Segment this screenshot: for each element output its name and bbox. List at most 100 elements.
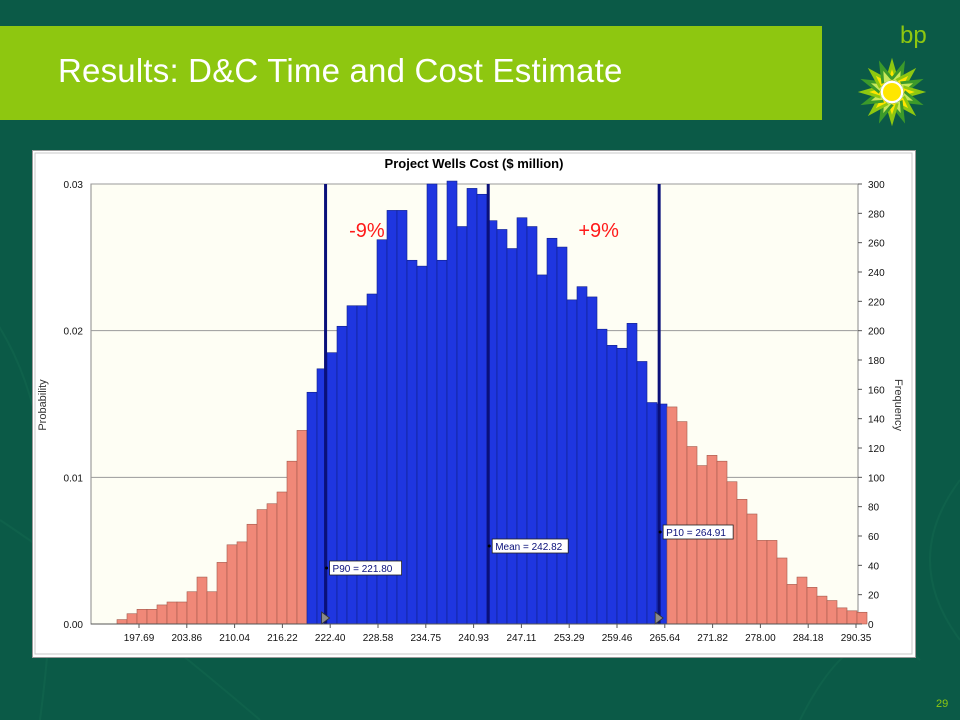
histogram-bar (716, 460, 728, 625)
histogram-bar (836, 607, 848, 625)
histogram-bar (476, 193, 488, 625)
histogram-bar (556, 246, 568, 625)
histogram-bar (546, 237, 558, 625)
histogram-bar (626, 323, 638, 625)
left-tick-label: 0.01 (64, 473, 84, 484)
histogram-bar (806, 587, 818, 625)
histogram-bar (566, 299, 578, 625)
histogram-bar (736, 499, 748, 625)
right-tick-label: 20 (868, 591, 880, 602)
histogram-bar (156, 604, 168, 625)
y-axis-label-frequency: Frequency (892, 379, 904, 431)
marker-label-box (329, 560, 402, 576)
histogram-bar (616, 347, 628, 625)
histogram-bar (796, 576, 808, 625)
histogram-bar (516, 217, 528, 625)
right-tick-label: 60 (868, 532, 880, 543)
histogram-bar (276, 491, 288, 625)
histogram-bar (676, 421, 688, 625)
histogram-bar (536, 274, 548, 625)
histogram-bar (766, 540, 778, 625)
page-number: 29 (936, 698, 949, 710)
x-tick-label: 216.22 (267, 633, 298, 644)
histogram-bar (496, 229, 508, 625)
histogram-bar (816, 595, 828, 625)
right-tick-label: 300 (868, 180, 885, 191)
x-tick-label: 265.64 (650, 633, 681, 644)
marker-label: P90 = 221.80 (333, 564, 393, 575)
histogram-bar (606, 345, 618, 625)
y-axis-label-probability: Probability (37, 379, 49, 431)
marker-label-pointer (325, 566, 329, 570)
histogram-bar (636, 361, 648, 625)
x-tick-label: 203.86 (172, 633, 203, 644)
histogram-bar (266, 503, 278, 625)
x-tick-label: 259.46 (602, 633, 633, 644)
chart-frame: Project Wells Cost ($ million) 0.00 0.01 0… (32, 150, 916, 658)
title-bar (0, 26, 822, 120)
histogram-bar (826, 600, 838, 625)
histogram-bar (246, 523, 258, 625)
left-tick-label: 0.00 (64, 620, 84, 631)
percent-annotation: +9% (578, 220, 619, 242)
x-tick-label: 290.35 (841, 633, 872, 644)
left-tick-label: 0.02 (64, 327, 84, 338)
histogram-bar (416, 265, 428, 625)
marker-label-pointer (658, 530, 662, 534)
histogram-bar (846, 610, 858, 625)
x-tick-label: 197.69 (124, 633, 155, 644)
marker-label: Mean = 242.82 (495, 542, 562, 553)
histogram-bar (186, 591, 198, 625)
x-tick-label: 222.40 (315, 633, 346, 644)
x-tick-label: 253.29 (554, 633, 585, 644)
histogram-bar (126, 613, 138, 625)
histogram-bar (336, 325, 348, 625)
histogram-bar (196, 576, 208, 625)
histogram-bar (436, 259, 448, 625)
histogram-bar (726, 481, 738, 625)
right-tick-label: 140 (868, 415, 885, 426)
right-tick-label: 100 (868, 473, 885, 484)
histogram-bar (296, 430, 308, 625)
histogram-bar (306, 391, 318, 625)
histogram-bar (216, 562, 228, 625)
histogram-bar (506, 248, 518, 625)
histogram-bar (166, 601, 178, 625)
x-tick-label: 228.58 (363, 633, 394, 644)
x-tick-label: 278.00 (745, 633, 776, 644)
right-tick-label: 280 (868, 209, 885, 220)
histogram-bar (116, 619, 128, 625)
histogram-bar (226, 544, 238, 625)
histogram-bar (576, 286, 588, 625)
histogram-bar (466, 188, 478, 625)
histogram-bar (746, 513, 758, 625)
histogram-bar (346, 305, 358, 625)
histogram-bar (706, 455, 718, 625)
histogram-bar (646, 402, 658, 625)
chart-inner-border (34, 152, 913, 655)
histogram-bar (596, 328, 608, 625)
x-tick-label: 240.93 (458, 633, 489, 644)
right-tick-label: 0 (868, 620, 874, 631)
histogram-bar (356, 305, 368, 625)
x-tick-label: 284.18 (793, 633, 824, 644)
histogram-bar (526, 226, 538, 625)
histogram-bar (456, 226, 468, 625)
histogram-bar (326, 352, 338, 625)
histogram-bar (406, 259, 418, 625)
x-tick-label: 271.82 (697, 633, 728, 644)
right-tick-label: 160 (868, 385, 885, 396)
histogram-bar (756, 540, 768, 625)
marker-label-box (491, 538, 569, 554)
histogram-bar (446, 180, 458, 625)
right-tick-label: 260 (868, 239, 885, 250)
histogram-bar (286, 460, 298, 625)
x-tick-label: 247.11 (506, 633, 536, 644)
right-tick-label: 180 (868, 356, 885, 367)
right-tick-label: 120 (868, 444, 885, 455)
right-tick-label: 80 (868, 503, 880, 514)
histogram-bar (426, 183, 438, 625)
histogram-bar (586, 296, 598, 625)
right-tick-label: 220 (868, 297, 885, 308)
chart-title: Project Wells Cost ($ million) (385, 156, 564, 171)
